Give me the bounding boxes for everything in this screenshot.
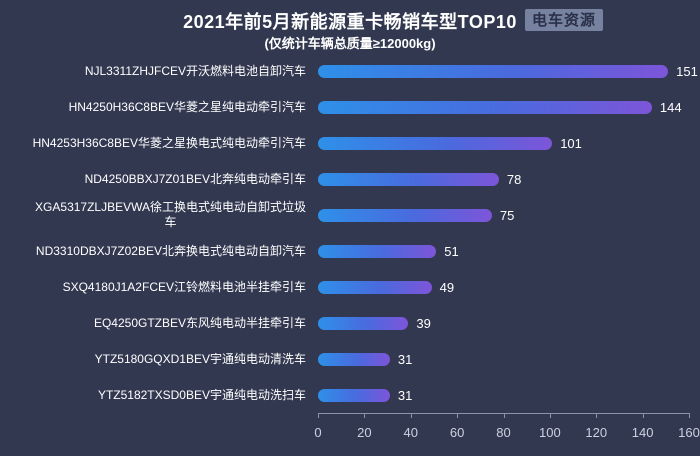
- bar: [318, 244, 437, 258]
- category-label-cell: ND3310DBXJ7Z02BEV北奔换电式纯电动自卸汽车: [0, 244, 312, 259]
- category-label: HN4250H36C8BEV华菱之星纯电动牵引汽车: [68, 99, 306, 114]
- bar-chart-plot-area: NJL3311ZHJFCEV开沃燃料电池自卸汽车 151 HN4250H36C8…: [0, 53, 700, 413]
- bar-cell: 39: [312, 315, 700, 331]
- x-axis-tick: [364, 413, 366, 418]
- x-axis-tick: [503, 413, 505, 418]
- bar-row: ND4250BBXJ7Z01BEV北奔纯电动牵引车 78: [0, 161, 700, 197]
- bar-row: SXQ4180J1A2FCEV江铃燃料电池半挂牵引车 49: [0, 269, 700, 305]
- chart-title: 2021年前5月新能源重卡畅销车型TOP10: [183, 12, 517, 32]
- bar-cell: 151: [312, 63, 700, 79]
- x-axis-tick-label: 0: [314, 425, 322, 440]
- x-axis: 0 20 40 60 80 100 120 140 160: [314, 413, 700, 449]
- bar-cell: 49: [312, 279, 700, 295]
- category-label-cell: XGA5317ZLJBEVWA徐工换电式纯电动自卸式垃圾 车: [0, 200, 312, 230]
- bar-cell: 51: [312, 243, 700, 259]
- bar: [318, 388, 390, 402]
- value-label: 101: [560, 135, 582, 151]
- bar-cell: 101: [312, 135, 700, 151]
- bar: [318, 172, 499, 186]
- category-label: YTZ5182TXSD0BEV宇通纯电动洗扫车: [97, 387, 306, 402]
- value-label: 31: [397, 387, 413, 403]
- x-axis-tick-label: 60: [449, 425, 465, 440]
- x-axis-tick-label: 140: [631, 425, 654, 440]
- value-label: 31: [397, 351, 413, 367]
- bar-cell: 78: [312, 171, 700, 187]
- category-label-cell: HN4253H36C8BEV华菱之星换电式纯电动牵引汽车: [0, 136, 312, 151]
- bar: [318, 100, 652, 114]
- brand-watermark-text: 电车资源: [532, 11, 597, 29]
- bar-row: ND3310DBXJ7Z02BEV北奔换电式纯电动自卸汽车 51: [0, 233, 700, 269]
- chart-header: 2021年前5月新能源重卡畅销车型TOP10: [0, 8, 700, 32]
- category-label: YTZ5180GQXD1BEV宇通纯电动清洗车: [94, 351, 306, 366]
- x-axis-tick-label: 120: [585, 425, 608, 440]
- category-label: SXQ4180J1A2FCEV江铃燃料电池半挂牵引车: [62, 279, 306, 294]
- x-axis-tick: [410, 413, 412, 418]
- bar-cell: 31: [312, 351, 700, 367]
- x-axis-tick-label: 160: [678, 425, 700, 440]
- x-axis-tick: [596, 413, 598, 418]
- bar-row: HN4253H36C8BEV华菱之星换电式纯电动牵引汽车 101: [0, 125, 700, 161]
- category-label-cell: YTZ5180GQXD1BEV宇通纯电动清洗车: [0, 352, 312, 367]
- bar-cell: 75: [312, 207, 700, 223]
- value-label: 144: [659, 99, 682, 115]
- category-label: ND4250BBXJ7Z01BEV北奔纯电动牵引车: [84, 171, 306, 186]
- bar-cell: 144: [312, 99, 700, 115]
- category-label: XGA5317ZLJBEVWA徐工换电式纯电动自卸式垃圾 车: [35, 200, 306, 229]
- category-label: HN4253H36C8BEV华菱之星换电式纯电动牵引汽车: [32, 135, 306, 150]
- category-label-cell: ND4250BBXJ7Z01BEV北奔纯电动牵引车: [0, 172, 312, 187]
- x-axis-tick: [318, 413, 319, 418]
- category-label-cell: EQ4250GTZBEV东风纯电动半挂牵引车: [0, 316, 312, 331]
- bar-row: XGA5317ZLJBEVWA徐工换电式纯电动自卸式垃圾 车 75: [0, 197, 700, 233]
- value-label: 151: [676, 63, 698, 79]
- chart-subtitle: (仅统计车辆总质量≥12000kg): [264, 36, 436, 51]
- category-label-cell: SXQ4180J1A2FCEV江铃燃料电池半挂牵引车: [0, 280, 312, 295]
- bar-row: YTZ5182TXSD0BEV宇通纯电动洗扫车 31: [0, 377, 700, 413]
- bar: [318, 316, 409, 330]
- bar: [318, 136, 553, 150]
- bar: [318, 352, 390, 366]
- value-label: 51: [444, 243, 459, 259]
- category-label: ND3310DBXJ7Z02BEV北奔换电式纯电动自卸汽车: [35, 243, 306, 258]
- x-axis-tick: [689, 413, 690, 418]
- x-axis-tick: [549, 413, 551, 418]
- x-axis-tick-label: 100: [539, 425, 561, 440]
- bar-row: EQ4250GTZBEV东风纯电动半挂牵引车 39: [0, 305, 700, 341]
- bar: [318, 64, 669, 78]
- category-label-cell: HN4250H36C8BEV华菱之星纯电动牵引汽车: [0, 100, 312, 115]
- x-axis-tick-label: 20: [357, 425, 372, 440]
- x-axis-tick-label: 40: [403, 425, 418, 440]
- x-axis-tick-label: 80: [496, 425, 511, 440]
- bar-row: YTZ5180GQXD1BEV宇通纯电动清洗车 31: [0, 341, 700, 377]
- category-label: NJL3311ZHJFCEV开沃燃料电池自卸汽车: [84, 63, 306, 78]
- category-label: EQ4250GTZBEV东风纯电动半挂牵引车: [93, 315, 306, 330]
- value-label: 78: [506, 171, 522, 187]
- value-label: 39: [416, 315, 431, 331]
- value-label: 49: [439, 279, 455, 295]
- bar-cell: 31: [312, 387, 700, 403]
- bar-row: NJL3311ZHJFCEV开沃燃料电池自卸汽车 151: [0, 53, 700, 89]
- bar-row: HN4250H36C8BEV华菱之星纯电动牵引汽车 144: [0, 89, 700, 125]
- category-label-cell: NJL3311ZHJFCEV开沃燃料电池自卸汽车: [0, 64, 312, 79]
- value-label: 75: [499, 207, 515, 223]
- x-axis-tick: [642, 413, 644, 418]
- bar: [318, 208, 492, 222]
- x-axis-tick: [457, 413, 459, 418]
- brand-watermark: 电车资源: [525, 9, 604, 31]
- category-label-cell: YTZ5182TXSD0BEV宇通纯电动洗扫车: [0, 388, 312, 403]
- bar: [318, 280, 432, 294]
